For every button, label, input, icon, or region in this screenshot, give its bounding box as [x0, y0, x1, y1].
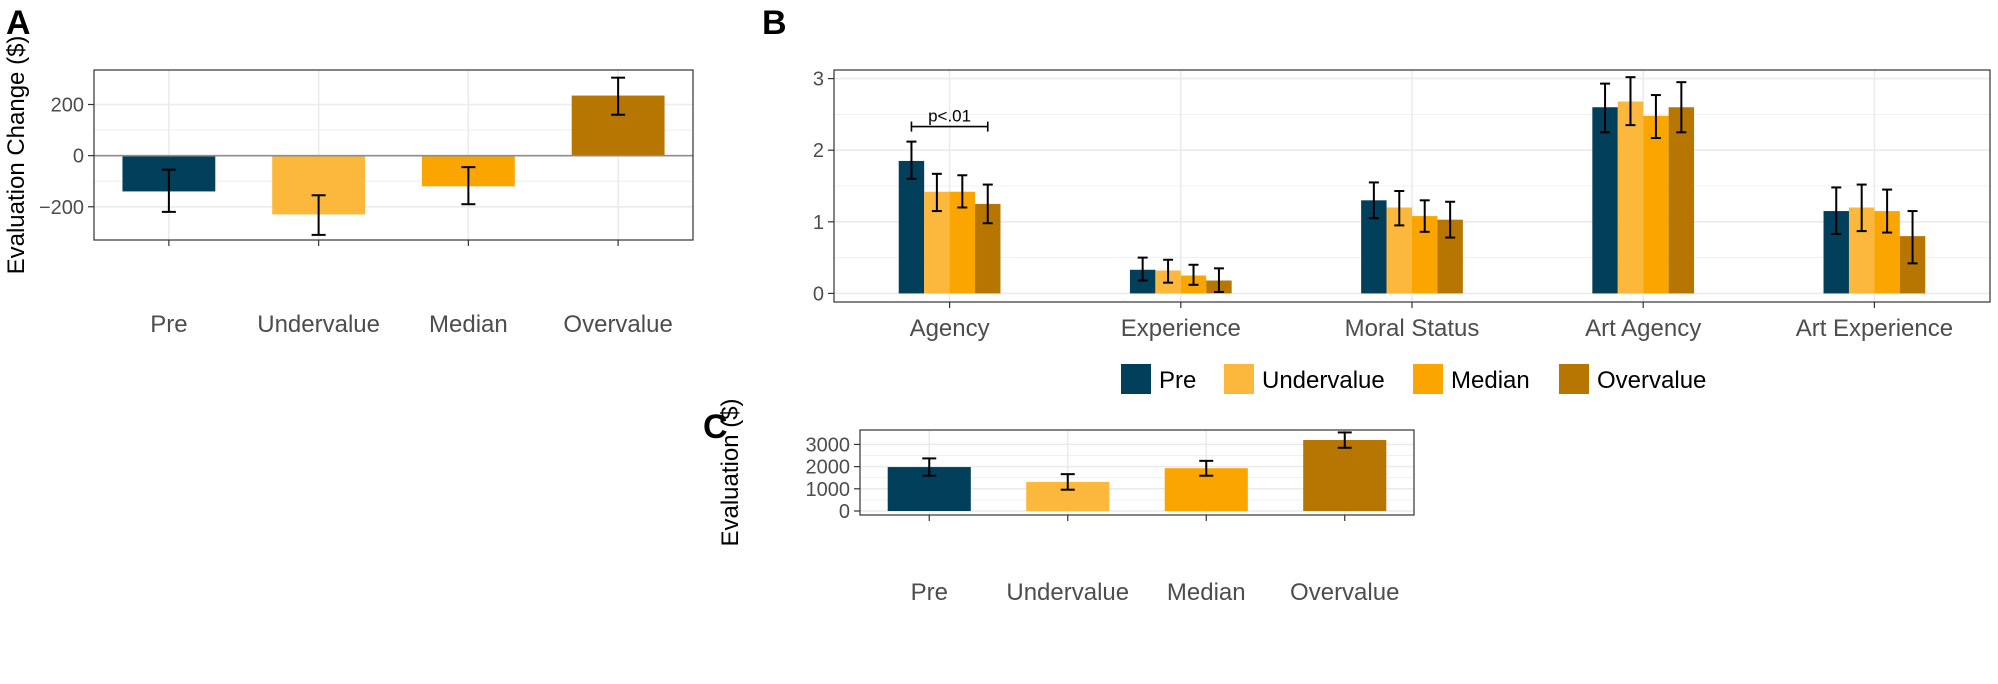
- panel-b-letter: B: [762, 4, 787, 42]
- x-tick-label-undervalue: Undervalue: [1006, 579, 1129, 606]
- x-tick-label-moral-status: Moral Status: [1345, 315, 1480, 342]
- panel-border: [859, 429, 1415, 516]
- x-tick-label-agency: Agency: [910, 315, 990, 342]
- legend-label-pre: Pre: [1159, 367, 1196, 394]
- y-tick-label: 3: [813, 69, 824, 91]
- x-tick-label-median: Median: [1167, 579, 1246, 606]
- x-tick-label-median: Median: [429, 311, 508, 338]
- bar-agency-median: [949, 191, 976, 294]
- legend: Pre Undervalue Median Overvalue: [1121, 364, 1706, 394]
- panel-c-letter: C: [703, 408, 728, 446]
- bar-art-agency-median: [1643, 115, 1669, 294]
- panel-border: [833, 69, 1991, 303]
- bar-art-agency-pre: [1592, 107, 1618, 294]
- bar-art-agency-undervalue: [1617, 101, 1644, 294]
- x-tick-label-overvalue: Overvalue: [1290, 579, 1399, 606]
- bar-overvalue: [1303, 439, 1387, 512]
- y-axis-label: Evaluation Change ($): [3, 36, 30, 275]
- legend-label-median: Median: [1451, 367, 1530, 394]
- bar-experience-pre: [1129, 269, 1156, 294]
- legend-swatch-median: [1413, 364, 1443, 394]
- y-tick-label: 2000: [806, 457, 851, 479]
- legend-label-undervalue: Undervalue: [1262, 367, 1385, 394]
- y-tick-label: 0: [73, 146, 84, 168]
- y-tick-label: −200: [39, 197, 84, 219]
- panel-a-chart: −200 0 200 Pre Undervalue Median Overvalue Eval…: [3, 36, 694, 338]
- y-tick-label: 0: [839, 501, 850, 523]
- x-tick-label-experience: Experience: [1121, 315, 1241, 342]
- y-tick-label: 2: [813, 140, 824, 162]
- y-tick-label: 3000: [806, 434, 851, 456]
- x-tick-label-art-experience: Art Experience: [1796, 315, 1953, 342]
- x-tick-label-undervalue: Undervalue: [257, 311, 380, 338]
- legend-swatch-undervalue: [1224, 364, 1254, 394]
- legend-swatch-overvalue: [1559, 364, 1589, 394]
- panel-border: [93, 69, 694, 241]
- y-axis-label: Evaluation ($): [717, 398, 744, 546]
- y-tick-label: 1000: [806, 479, 851, 501]
- legend-label-overvalue: Overvalue: [1597, 367, 1706, 394]
- x-tick-label-pre: Pre: [911, 579, 948, 606]
- panel-b-chart: 0 1 2 3 Agency Experience Moral Status Art Agen…: [813, 69, 1991, 342]
- x-tick-label-art-agency: Art Agency: [1585, 315, 1701, 342]
- significance-label: p<.01: [928, 107, 971, 126]
- legend-swatch-pre: [1121, 364, 1151, 394]
- y-tick-label: 200: [51, 95, 84, 117]
- bar-art-agency-overvalue: [1668, 107, 1695, 294]
- y-tick-label: 1: [813, 212, 824, 234]
- bar-agency-pre: [898, 160, 925, 294]
- x-tick-label-overvalue: Overvalue: [563, 311, 672, 338]
- x-tick-label-pre: Pre: [150, 311, 187, 338]
- panel-a-letter: A: [6, 4, 31, 42]
- y-tick-label: 0: [813, 283, 824, 305]
